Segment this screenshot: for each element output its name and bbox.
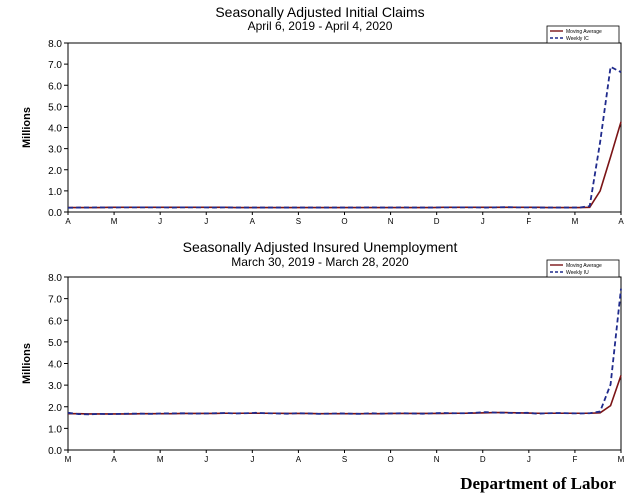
insured-unemployment-chart: Seasonally Adjusted Insured Unemployment…	[0, 236, 640, 472]
x-tick-label: O	[341, 217, 347, 226]
x-tick-label: O	[387, 455, 393, 464]
x-tick-label: J	[250, 455, 254, 464]
chart-subtitle: April 6, 2019 - April 4, 2020	[247, 19, 393, 33]
y-tick-label: 6.0	[48, 316, 62, 327]
x-tick-label: M	[65, 455, 72, 464]
x-tick-label: J	[527, 455, 531, 464]
chart-title: Seasonally Adjusted Insured Unemployment	[182, 239, 458, 255]
initial-claims-plot: 0.0 1.0 2.0 3.0 4.0 5.0 6.0 7.0 8.0 A M J J A S O N D J F M A…	[21, 25, 624, 226]
y-tick-label: 3.0	[48, 381, 62, 392]
legend	[546, 259, 620, 278]
legend-label: Moving Average	[566, 263, 602, 269]
x-tick-label: A	[65, 217, 71, 226]
y-tick-label: 5.0	[48, 102, 62, 113]
source-label: Department of Labor	[460, 474, 616, 493]
x-tick-label: F	[526, 217, 531, 226]
initial-claims-chart: Seasonally Adjusted Initial Claims April…	[0, 0, 640, 232]
x-tick-label: A	[618, 217, 624, 226]
y-tick-label: 5.0	[48, 338, 62, 349]
x-tick-label: N	[434, 455, 440, 464]
series-line-weekly	[67, 288, 622, 416]
insured-unemployment-plot: 0.0 1.0 2.0 3.0 4.0 5.0 6.0 7.0 8.0 M A M J J A S O N D J F M…	[21, 259, 625, 464]
legend-label: Moving Average	[566, 29, 602, 35]
x-tick-label: J	[204, 217, 208, 226]
y-axis-label: Millions	[21, 107, 33, 148]
y-tick-label: 8.0	[48, 39, 62, 50]
y-axis-label: Millions	[21, 343, 33, 384]
y-tick-label: 8.0	[48, 273, 62, 284]
y-tick-label: 1.0	[48, 187, 62, 198]
y-tick-label: 1.0	[48, 424, 62, 435]
series-line-moving-average	[68, 121, 622, 209]
y-tick-label: 2.0	[48, 166, 62, 177]
y-tick-label: 7.0	[48, 60, 62, 71]
x-tick-label: J	[204, 455, 208, 464]
plot-frame	[67, 42, 622, 213]
series-line-moving-average	[68, 375, 622, 415]
chart-subtitle: March 30, 2019 - March 28, 2020	[231, 255, 409, 269]
y-tick-label: 0.0	[48, 446, 62, 457]
series-line-weekly	[67, 65, 622, 209]
y-tick-label: 4.0	[48, 124, 62, 135]
x-tick-label: M	[157, 455, 164, 464]
x-tick-label: S	[342, 455, 347, 464]
chart-title: Seasonally Adjusted Initial Claims	[215, 4, 425, 20]
y-tick-label: 0.0	[48, 208, 62, 219]
y-tick-label: 6.0	[48, 81, 62, 92]
y-tick-label: 2.0	[48, 403, 62, 414]
plot-frame	[67, 276, 622, 451]
x-tick-label: M	[111, 217, 118, 226]
x-tick-label: N	[388, 217, 394, 226]
x-tick-label: A	[296, 455, 302, 464]
x-tick-label: J	[158, 217, 162, 226]
x-tick-label: D	[434, 217, 440, 226]
y-tick-label: 3.0	[48, 145, 62, 156]
x-tick-label: M	[572, 217, 579, 226]
y-tick-label: 4.0	[48, 360, 62, 371]
x-tick-label: A	[250, 217, 256, 226]
x-tick-label: J	[481, 217, 485, 226]
legend-label: Weekly IU	[566, 270, 589, 276]
x-tick-label: S	[296, 217, 301, 226]
x-tick-label: F	[572, 455, 577, 464]
y-tick-label: 7.0	[48, 295, 62, 306]
x-tick-label: M	[618, 455, 625, 464]
legend-label: Weekly IC	[566, 36, 589, 42]
x-tick-label: D	[480, 455, 486, 464]
legend	[546, 25, 620, 44]
x-tick-label: A	[111, 455, 117, 464]
